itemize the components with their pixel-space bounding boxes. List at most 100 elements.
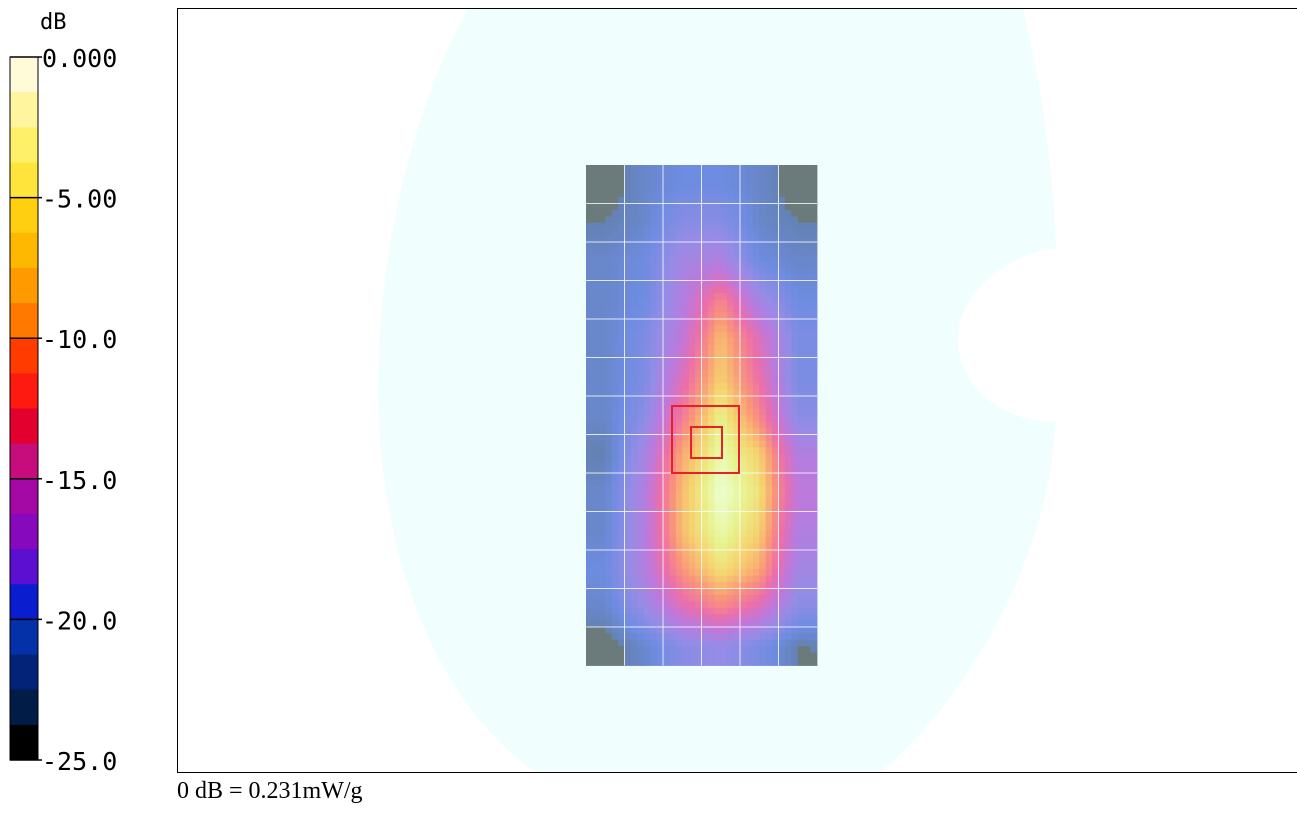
heatmap-cell (740, 556, 747, 564)
heatmap-cell (643, 421, 651, 429)
heatmap-cell (688, 517, 696, 525)
heatmap-cell (810, 370, 818, 378)
heatmap-cell (746, 659, 754, 666)
heatmap-cell (611, 222, 619, 230)
heatmap-cell (643, 197, 651, 204)
heatmap-cell (778, 229, 786, 236)
heatmap-cell (765, 319, 773, 326)
heatmap-cell (598, 248, 606, 256)
heatmap-cell (810, 344, 818, 352)
heatmap-cell (797, 620, 805, 628)
heatmap-cell (791, 415, 799, 423)
heatmap-cell (650, 588, 657, 596)
heatmap-cell (586, 306, 593, 313)
heatmap-cell (784, 197, 792, 204)
heatmap-cell (740, 627, 747, 634)
heatmap-cell (598, 344, 606, 352)
heatmap-cell (714, 633, 722, 641)
heatmap-cell (752, 254, 760, 262)
heatmap-cell (624, 235, 632, 243)
heatmap-cell (618, 299, 625, 307)
heatmap-cell (791, 537, 799, 544)
heatmap-cell (804, 421, 811, 429)
heatmap-cell (727, 485, 734, 493)
heatmap-cell (605, 460, 613, 467)
heatmap-cell (598, 351, 606, 358)
heatmap-cell (791, 235, 799, 243)
heatmap-cell (688, 242, 696, 249)
heatmap-cell (804, 229, 811, 236)
heatmap-cell (630, 383, 638, 390)
heatmap-cell (592, 530, 600, 538)
heatmap-cell (714, 216, 722, 224)
heatmap-cell (682, 184, 690, 192)
heatmap-cell (605, 184, 613, 192)
heatmap-cell (611, 235, 619, 243)
heatmap-cell (727, 473, 734, 480)
heatmap-cell (688, 357, 696, 365)
heatmap-cell (624, 466, 632, 474)
heatmap-cell (624, 389, 632, 397)
heatmap-cell (695, 633, 702, 641)
heatmap-cell (707, 293, 715, 301)
heatmap-cell (586, 389, 593, 397)
heatmap-cell (643, 453, 651, 461)
heatmap-cell (778, 639, 786, 647)
heatmap-cell (778, 299, 786, 307)
heatmap-cell (663, 293, 670, 301)
heatmap-cell (707, 312, 715, 320)
heatmap-cell (778, 434, 786, 442)
heatmap-cell (611, 286, 619, 294)
heatmap-cell (810, 248, 818, 256)
heatmap-cell (733, 447, 741, 455)
heatmap-cell (810, 537, 818, 544)
heatmap-cell (810, 582, 818, 589)
heatmap-cell (784, 235, 792, 243)
heatmap-cell (720, 184, 728, 192)
heatmap-cell (733, 524, 741, 532)
heatmap-cell (675, 351, 683, 358)
heatmap-cell (746, 325, 754, 333)
heatmap-cell (618, 165, 625, 172)
heatmap-cell (772, 306, 779, 313)
heatmap-cell (611, 524, 619, 532)
heatmap-cell (695, 575, 702, 583)
heatmap-cell (643, 594, 651, 602)
heatmap-cell (688, 363, 696, 371)
heatmap-cell (675, 267, 683, 275)
heatmap-cell (765, 428, 773, 435)
heatmap-cell (707, 363, 715, 371)
heatmap-cell (624, 184, 632, 192)
heatmap-cell (772, 607, 779, 615)
heatmap-cell (772, 614, 779, 621)
heatmap-cell (810, 280, 818, 288)
heatmap-cell (765, 299, 773, 307)
heatmap-cell (611, 659, 619, 666)
heatmap-cell (624, 331, 632, 339)
heatmap-cell (733, 254, 741, 262)
heatmap-cell (624, 325, 632, 333)
heatmap-cell (765, 254, 773, 262)
heatmap-cell (605, 293, 613, 301)
heatmap-cell (810, 473, 818, 480)
heatmap-cell (733, 498, 741, 506)
heatmap-cell (669, 594, 677, 602)
heatmap-cell (605, 408, 613, 416)
heatmap-cell (714, 235, 722, 243)
heatmap-cell (701, 633, 709, 641)
heatmap-cell (778, 306, 786, 313)
heatmap-cell (643, 524, 651, 532)
heatmap-cell (630, 582, 638, 589)
heatmap-cell (675, 537, 683, 544)
heatmap-cell (746, 607, 754, 615)
heatmap-cell (733, 338, 741, 346)
heatmap-cell (765, 344, 773, 352)
heatmap-cell (605, 440, 613, 448)
heatmap-cell (592, 639, 600, 647)
heatmap-cell (804, 627, 811, 634)
heatmap-cell (630, 601, 638, 609)
heatmap-cell (643, 505, 651, 512)
heatmap-cell (688, 177, 696, 185)
heatmap-cell (765, 197, 773, 204)
heatmap-cell (586, 184, 593, 192)
